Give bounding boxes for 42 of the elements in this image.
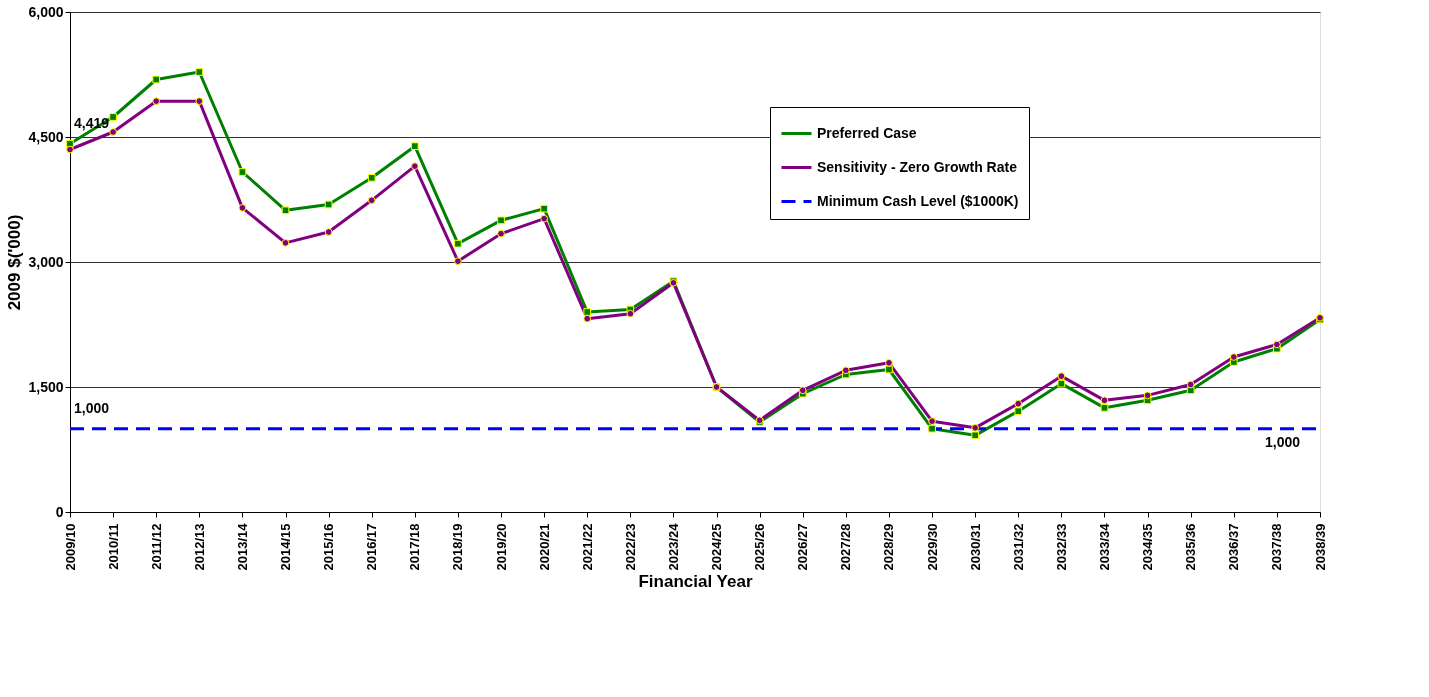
x-tick-label: 2009/10 xyxy=(62,523,78,571)
x-tick-label: 2034/35 xyxy=(1140,523,1156,571)
x-tick-label: 2017/18 xyxy=(407,523,423,571)
x-tick-label: 2019/20 xyxy=(493,523,509,571)
data-label: 1,000 xyxy=(1264,433,1301,450)
x-tick-label: 2038/39 xyxy=(1312,523,1328,571)
x-tick-label: 2014/15 xyxy=(278,523,294,571)
x-tick-label: 2035/36 xyxy=(1183,523,1199,571)
x-tick-label: 2011/12 xyxy=(148,523,164,570)
legend-label: Minimum Cash Level ($1000K) xyxy=(817,192,1019,209)
x-tick-label: 2036/37 xyxy=(1226,523,1242,571)
x-tick-label: 2024/25 xyxy=(709,523,725,571)
x-axis-title: Financial Year xyxy=(638,572,753,592)
x-tick-label: 2033/34 xyxy=(1096,522,1112,571)
x-tick-label: 2031/32 xyxy=(1010,523,1026,571)
y-tick-label: 3,000 xyxy=(28,253,64,270)
x-tick-label: 2016/17 xyxy=(364,523,380,571)
x-tick-label: 2018/19 xyxy=(450,523,466,571)
y-tick-label: 4,500 xyxy=(28,128,64,145)
x-tick-label: 2025/26 xyxy=(752,523,768,571)
x-tick-label: 2032/33 xyxy=(1053,523,1069,571)
x-tick-label: 2010/11 xyxy=(105,523,121,570)
y-axis-title: 2009 $('000) xyxy=(5,214,25,311)
legend-label: Preferred Case xyxy=(817,124,917,141)
x-tick-label: 2037/38 xyxy=(1269,523,1285,571)
y-tick-label: 1,500 xyxy=(28,378,64,395)
x-tick-label: 2030/31 xyxy=(967,523,983,571)
x-tick-label: 2012/13 xyxy=(191,523,207,571)
x-tick-label: 2021/22 xyxy=(579,523,595,571)
y-tick-label: 6,000 xyxy=(28,3,64,20)
x-tick-label: 2015/16 xyxy=(321,523,337,571)
legend-label: Sensitivity - Zero Growth Rate xyxy=(817,158,1018,175)
x-tick-label: 2023/24 xyxy=(665,522,681,571)
x-tick-label: 2022/23 xyxy=(622,523,638,571)
x-tick-label: 2026/27 xyxy=(795,523,811,571)
x-tick-label: 2029/30 xyxy=(924,523,940,571)
x-tick-label: 2013/14 xyxy=(234,522,250,571)
x-tick-label: 2027/28 xyxy=(838,523,854,571)
y-tick-label: 0 xyxy=(55,503,64,520)
x-tick-label: 2028/29 xyxy=(881,523,897,571)
data-label: 1,000 xyxy=(74,399,110,416)
x-tick-label: 2020/21 xyxy=(536,523,552,571)
